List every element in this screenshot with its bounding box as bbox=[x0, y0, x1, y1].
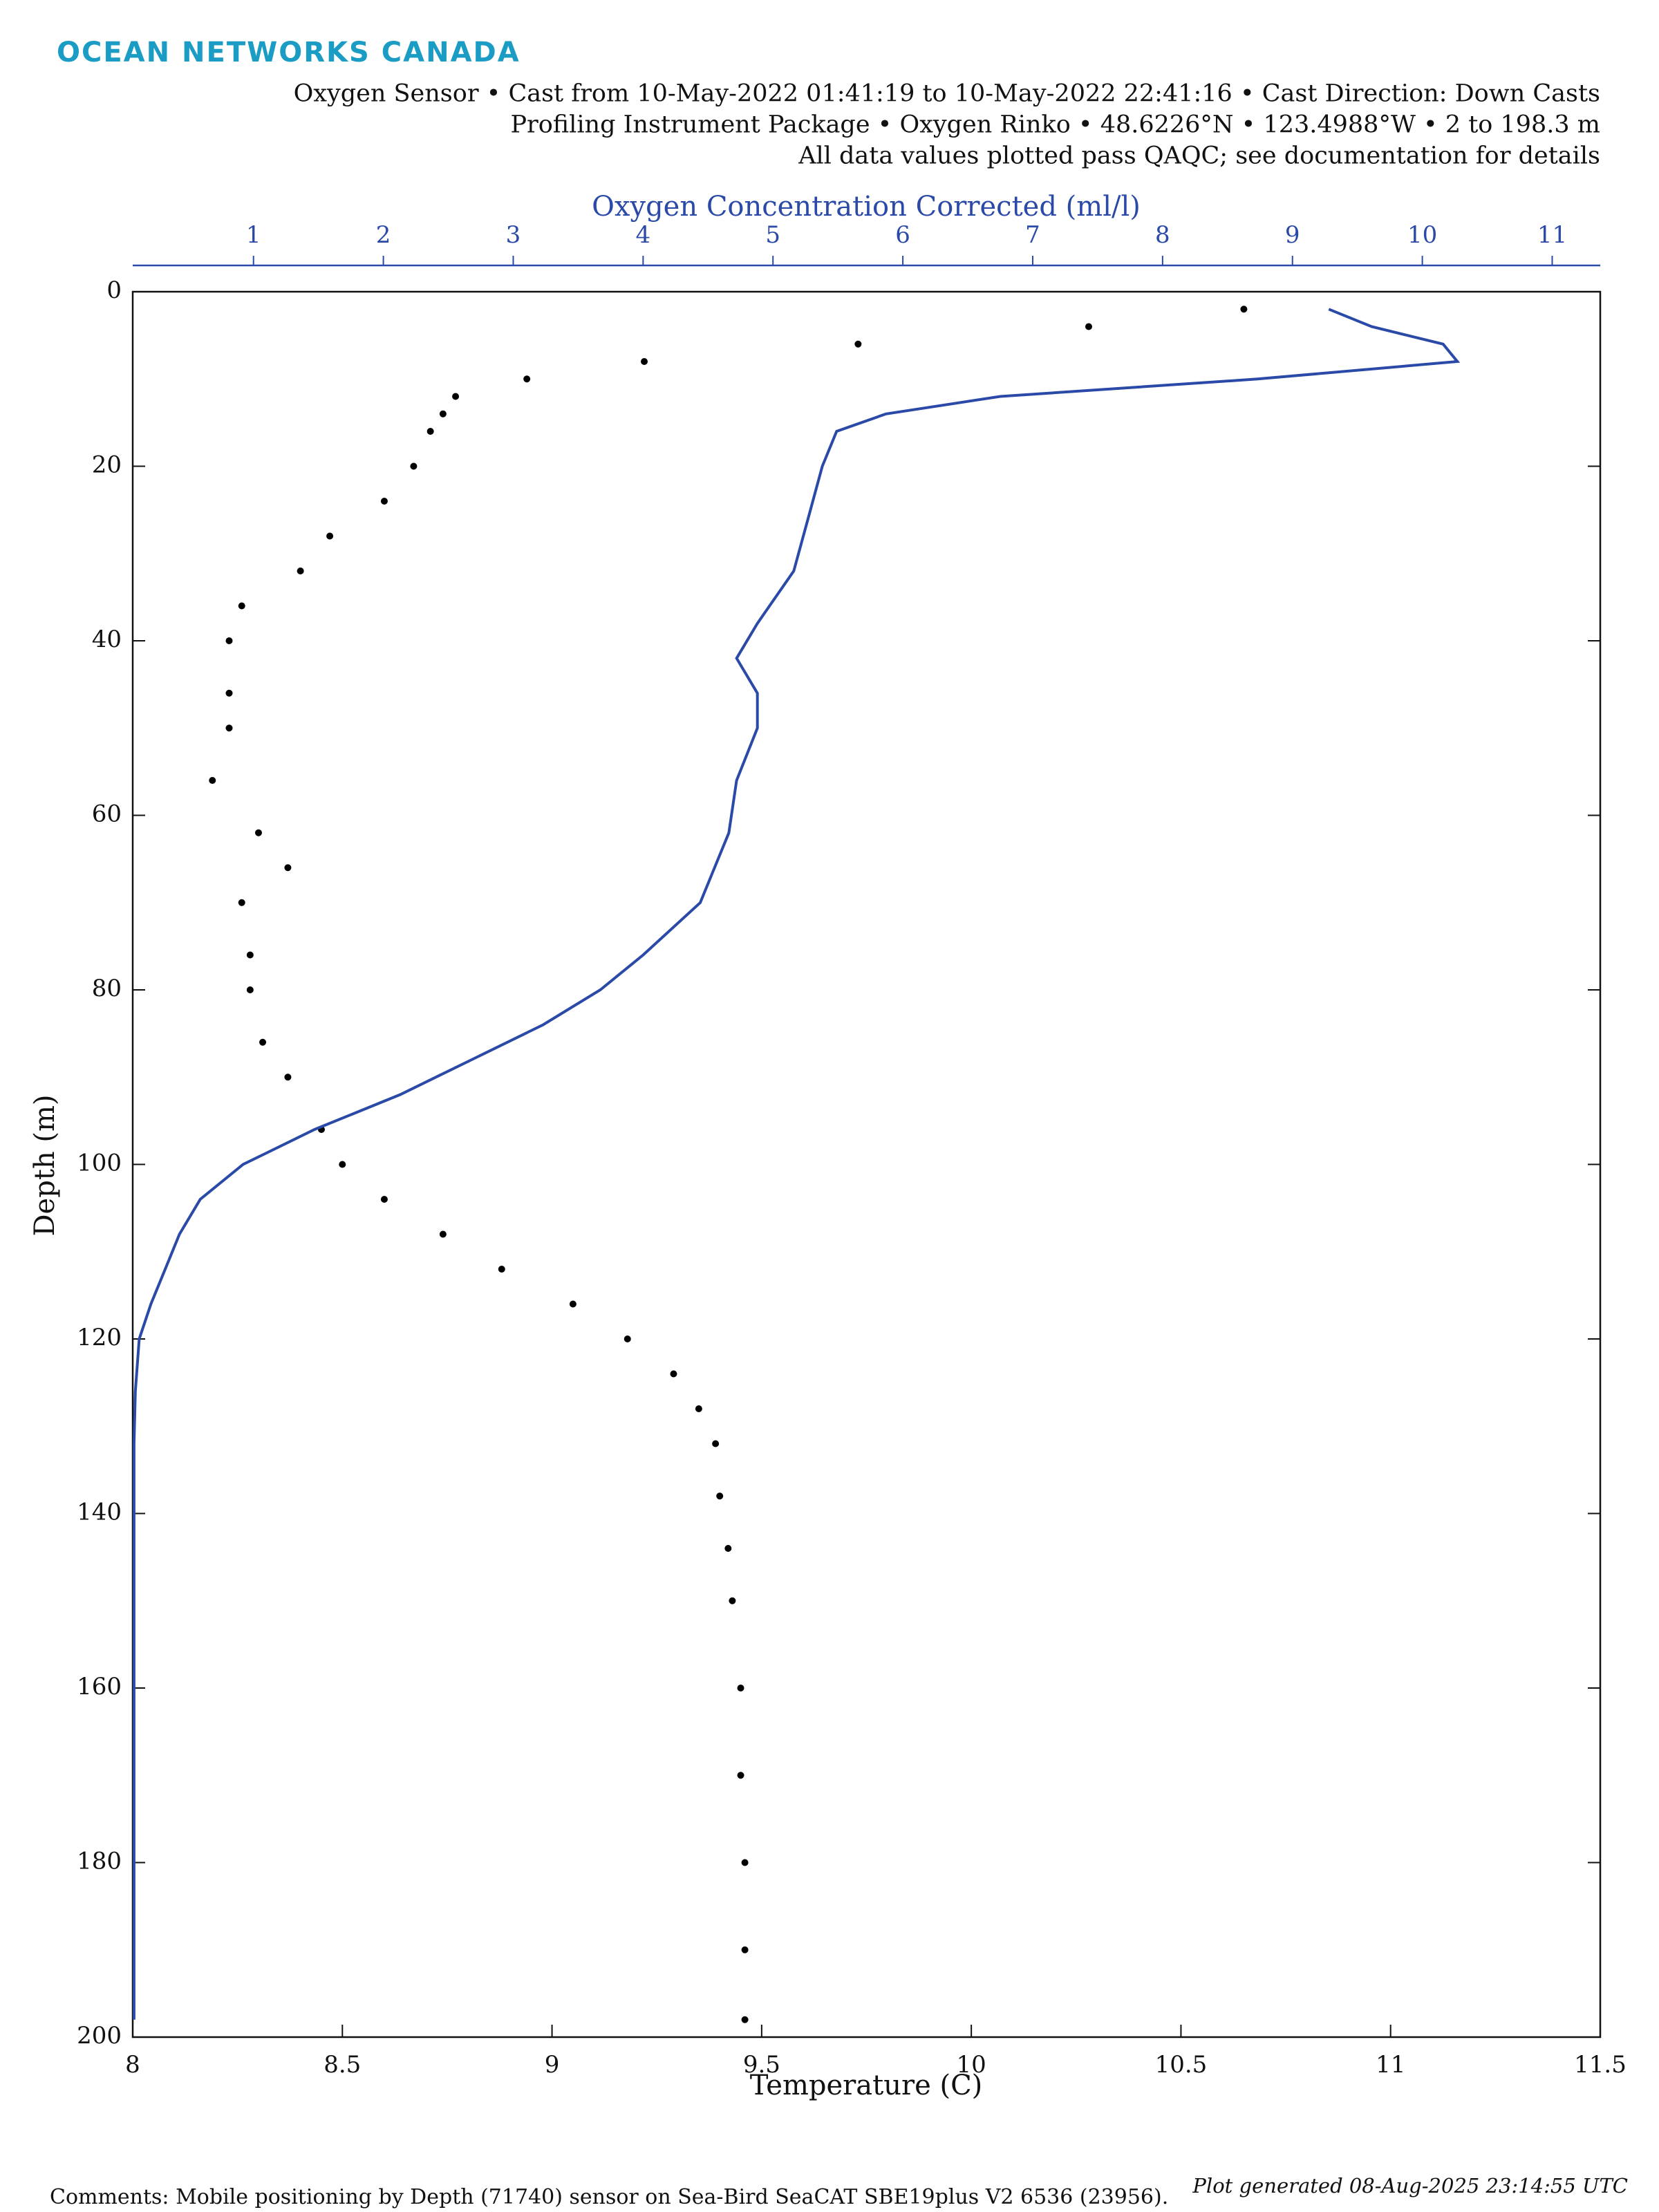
profile-point bbox=[254, 829, 262, 836]
profile-point bbox=[737, 1685, 744, 1691]
x2-tick-label: 8 bbox=[1155, 221, 1170, 249]
profile-point bbox=[741, 2016, 749, 2023]
profile-point bbox=[439, 1230, 447, 1238]
profile-point bbox=[741, 1859, 749, 1866]
x2-tick-label: 9 bbox=[1285, 221, 1300, 249]
profile-point bbox=[737, 1772, 744, 1779]
footer-comment: Comments: Mobile positioning by Depth (7… bbox=[50, 2185, 1168, 2209]
profile-point bbox=[380, 1196, 388, 1203]
x2-tick-label: 5 bbox=[765, 221, 780, 249]
profile-point bbox=[326, 532, 334, 540]
profile-point bbox=[624, 1335, 631, 1342]
footer-generated: Plot generated 08-Aug-2025 23:14:55 UTC bbox=[1192, 2174, 1628, 2197]
profile-point bbox=[339, 1161, 346, 1168]
profile-point bbox=[695, 1405, 702, 1412]
y-tick-label: 80 bbox=[92, 975, 122, 1002]
profile-point bbox=[1240, 306, 1248, 313]
x2-tick-label: 1 bbox=[246, 221, 261, 249]
profile-point bbox=[225, 724, 233, 732]
y-tick-label: 140 bbox=[77, 1499, 122, 1526]
y-tick-label: 20 bbox=[92, 451, 122, 479]
x2-tick-label: 10 bbox=[1407, 221, 1437, 249]
profile-point bbox=[741, 1946, 749, 1953]
x2-tick-label: 2 bbox=[376, 221, 391, 249]
profile-point bbox=[670, 1370, 677, 1378]
x2-tick-label: 7 bbox=[1025, 221, 1040, 249]
profile-point bbox=[246, 951, 254, 959]
y-tick-label: 40 bbox=[92, 626, 122, 653]
profile-point bbox=[452, 393, 460, 400]
profile-point bbox=[209, 777, 216, 784]
x-axis-label: Temperature (C) bbox=[750, 2070, 983, 2101]
profile-point bbox=[523, 375, 531, 383]
profile-point bbox=[238, 899, 245, 906]
profile-point bbox=[259, 1038, 267, 1046]
profile-point bbox=[498, 1266, 505, 1273]
profile-point bbox=[225, 637, 233, 644]
x-tick-label: 10.5 bbox=[1155, 2051, 1208, 2079]
subtitle-line: Oxygen Sensor • Cast from 10-May-2022 01… bbox=[294, 80, 1600, 108]
x2-axis-label: Oxygen Concentration Corrected (ml/l) bbox=[592, 191, 1141, 223]
x-tick-label: 8 bbox=[125, 2051, 140, 2079]
profile-point bbox=[284, 1074, 292, 1081]
y-tick-label: 180 bbox=[77, 1848, 122, 1875]
y-tick-label: 60 bbox=[92, 800, 122, 828]
x2-tick-label: 6 bbox=[895, 221, 910, 249]
profile-point bbox=[284, 864, 292, 872]
profile-point bbox=[716, 1492, 724, 1500]
x-tick-label: 9 bbox=[545, 2051, 560, 2079]
profile-point bbox=[225, 689, 233, 697]
x-tick-label: 8.5 bbox=[324, 2051, 361, 2079]
profile-point bbox=[1085, 323, 1092, 330]
profile-point bbox=[854, 340, 862, 348]
y-tick-label: 0 bbox=[106, 276, 122, 304]
profile-point bbox=[724, 1545, 732, 1552]
subtitle-line: All data values plotted pass QAQC; see d… bbox=[798, 142, 1600, 170]
x-tick-label: 11.5 bbox=[1574, 2051, 1627, 2079]
x2-tick-label: 3 bbox=[506, 221, 521, 249]
x-tick-label: 11 bbox=[1376, 2051, 1405, 2079]
profile-point bbox=[246, 986, 254, 993]
profile-point bbox=[238, 602, 245, 610]
y-tick-label: 160 bbox=[77, 1673, 122, 1700]
y-tick-label: 200 bbox=[77, 2022, 122, 2050]
subtitle-line: Profiling Instrument Package • Oxygen Ri… bbox=[510, 111, 1600, 139]
profile-point bbox=[569, 1300, 577, 1308]
logo: OCEAN NETWORKS CANADA bbox=[57, 37, 521, 68]
profile-point bbox=[439, 410, 447, 418]
profile-point bbox=[729, 1597, 736, 1604]
profile-point bbox=[641, 358, 648, 365]
x-tick-label: 9.5 bbox=[743, 2051, 780, 2079]
y-tick-label: 100 bbox=[77, 1150, 122, 1177]
x-tick-label: 10 bbox=[957, 2051, 986, 2079]
profile-point bbox=[380, 498, 388, 505]
y-tick-label: 120 bbox=[77, 1324, 122, 1351]
profile-point bbox=[410, 462, 418, 470]
profile-point bbox=[427, 428, 434, 435]
y-axis-label: Depth (m) bbox=[29, 1094, 61, 1236]
profile-point bbox=[297, 568, 304, 574]
profile-point bbox=[712, 1440, 720, 1447]
x2-tick-label: 4 bbox=[636, 221, 651, 249]
profile-line bbox=[132, 308, 1461, 2020]
x2-tick-label: 11 bbox=[1537, 221, 1567, 249]
